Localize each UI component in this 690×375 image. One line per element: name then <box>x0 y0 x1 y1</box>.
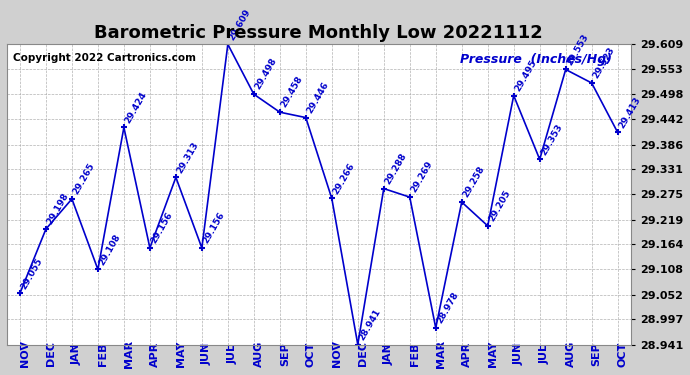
Text: 29.156: 29.156 <box>201 210 226 245</box>
Text: 29.424: 29.424 <box>123 90 148 125</box>
Text: 29.108: 29.108 <box>97 232 122 267</box>
Text: 29.265: 29.265 <box>71 162 96 196</box>
Text: 29.266: 29.266 <box>331 161 356 196</box>
Text: 29.205: 29.205 <box>487 189 512 223</box>
Text: 29.055: 29.055 <box>19 256 44 291</box>
Text: 29.198: 29.198 <box>45 192 70 226</box>
Text: 29.498: 29.498 <box>253 57 278 92</box>
Text: 29.495: 29.495 <box>513 58 538 93</box>
Text: 29.156: 29.156 <box>149 210 174 245</box>
Text: 29.269: 29.269 <box>409 160 434 194</box>
Text: 29.446: 29.446 <box>305 80 331 115</box>
Text: 28.978: 28.978 <box>435 290 460 325</box>
Text: 29.523: 29.523 <box>591 46 616 80</box>
Text: Pressure  (Inches/Hg): Pressure (Inches/Hg) <box>460 53 612 66</box>
Title: Barometric Pressure Monthly Low 20221112: Barometric Pressure Monthly Low 20221112 <box>95 24 543 42</box>
Text: 29.258: 29.258 <box>461 165 486 199</box>
Text: 29.288: 29.288 <box>383 151 408 186</box>
Text: Copyright 2022 Cartronics.com: Copyright 2022 Cartronics.com <box>13 53 196 63</box>
Text: 29.353: 29.353 <box>539 122 564 157</box>
Text: 28.941: 28.941 <box>357 307 382 342</box>
Text: 29.313: 29.313 <box>175 140 200 175</box>
Text: 29.413: 29.413 <box>617 95 642 130</box>
Text: 29.609: 29.609 <box>227 7 252 42</box>
Text: 29.458: 29.458 <box>279 75 304 109</box>
Text: 29.553: 29.553 <box>565 32 590 67</box>
